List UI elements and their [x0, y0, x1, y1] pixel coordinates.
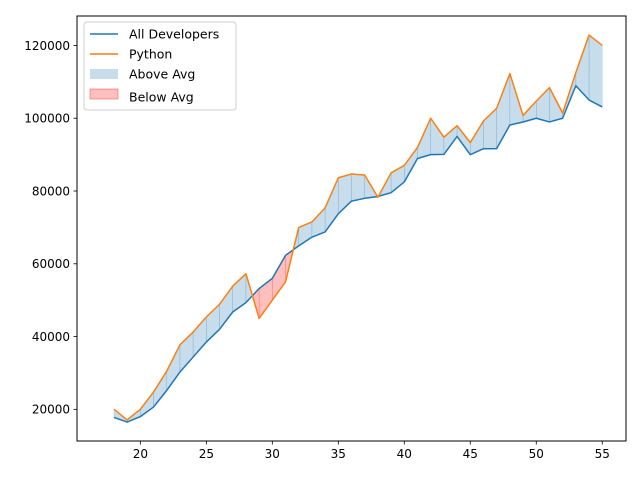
y-tick-label: 60000 [32, 257, 70, 271]
series-lines [113, 34, 603, 423]
legend-swatch-below-avg [89, 88, 119, 100]
x-tick-label: 50 [529, 447, 544, 461]
series-line-python [113, 34, 603, 421]
fill-above-avg-segment [588, 34, 603, 108]
legend-label-below-avg: Below Avg [129, 90, 194, 105]
fill-below-avg-segment [272, 254, 286, 301]
x-tick-label: 40 [397, 447, 412, 461]
legend-label-python: Python [129, 47, 172, 62]
x-tick-label: 25 [199, 447, 214, 461]
y-tick-label: 80000 [32, 184, 70, 198]
fill-above-avg-segment [430, 117, 445, 155]
plot-frame [76, 15, 627, 442]
x-axis: 20 25 30 35 40 45 50 55 [133, 441, 610, 461]
x-tick-label: 30 [265, 447, 280, 461]
fill-above-avg-segment [192, 316, 207, 358]
fill-above-avg-segment [536, 86, 550, 123]
legend-box [83, 21, 237, 111]
y-tick-label: 40000 [32, 330, 70, 344]
legend-swatch-above-avg [90, 69, 118, 79]
series-line-all-developers [113, 85, 603, 423]
y-axis: 20000 40000 60000 80000 100000 120000 [24, 39, 77, 417]
legend: All Developers Python Above Avg Below Av… [83, 21, 237, 111]
fill-above-avg-segment [351, 173, 365, 202]
y-tick-label: 20000 [32, 403, 70, 417]
legend-label-all-developers: All Developers [129, 27, 219, 42]
legend-label-above-avg: Above Avg [129, 67, 195, 82]
x-tick-label: 20 [133, 447, 148, 461]
fill-above-avg-segment [404, 146, 418, 183]
y-tick-label: 120000 [24, 39, 70, 53]
x-tick-label: 55 [595, 447, 610, 461]
x-tick-label: 45 [463, 447, 478, 461]
y-tick-label: 100000 [24, 112, 70, 126]
fill-above-avg-segment [219, 285, 233, 331]
x-tick-label: 35 [331, 447, 346, 461]
